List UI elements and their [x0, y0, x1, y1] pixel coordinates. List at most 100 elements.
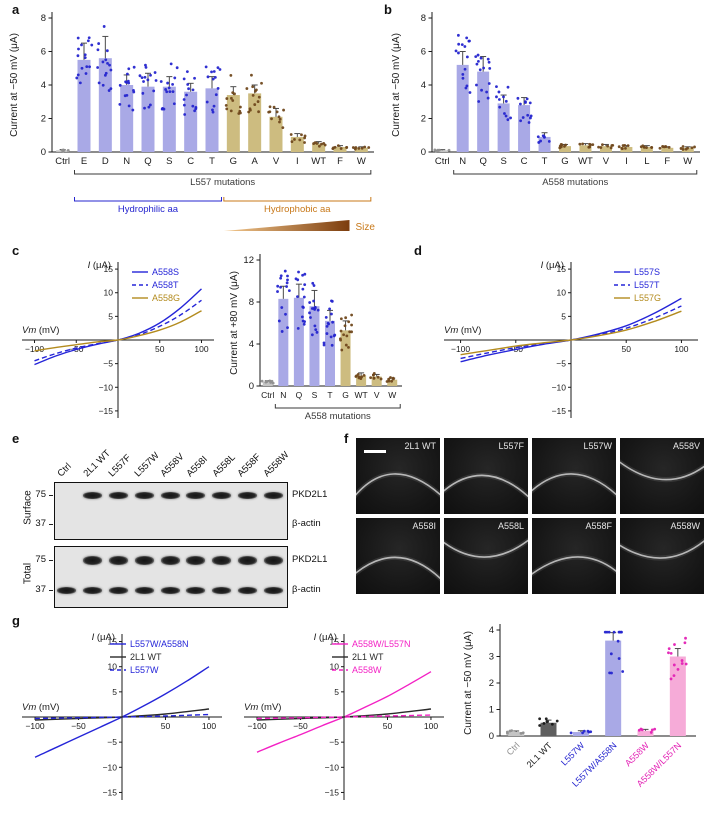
- protein-label: β-actin: [292, 584, 321, 595]
- svg-text:G: G: [230, 156, 237, 167]
- micrograph-a558l: A558L: [444, 518, 528, 594]
- svg-text:0: 0: [41, 147, 46, 158]
- x-axis-label: Vm (mV): [22, 702, 59, 713]
- mw-marker: 37: [35, 518, 46, 529]
- svg-text:T: T: [542, 156, 548, 167]
- membrane-arc: [444, 473, 528, 500]
- micrograph-a558i: A558I: [356, 518, 440, 594]
- svg-text:10: 10: [330, 662, 340, 672]
- protein-band: [263, 491, 283, 499]
- svg-text:V: V: [273, 156, 280, 167]
- micrograph-l557w: L557W: [532, 438, 616, 514]
- svg-text:Ctrl: Ctrl: [261, 390, 274, 400]
- y-axis-label: I (μA): [314, 632, 337, 643]
- bar: [340, 330, 351, 386]
- curve: [256, 708, 432, 721]
- protein-band: [186, 586, 206, 594]
- group-bracket: [74, 197, 222, 202]
- legend-label: L557W: [130, 665, 159, 675]
- protein-band: [160, 555, 180, 565]
- svg-text:V: V: [374, 390, 380, 400]
- micrograph-label: L557F: [498, 441, 524, 451]
- bar: [681, 147, 694, 152]
- protein-label: β-actin: [292, 518, 321, 529]
- svg-text:100: 100: [202, 721, 216, 731]
- svg-text:C: C: [187, 156, 194, 167]
- legend-label: A558W: [352, 665, 382, 675]
- data-points: [505, 630, 688, 735]
- svg-text:2L1 WT: 2L1 WT: [525, 740, 555, 770]
- lane-label: A558V: [158, 451, 187, 480]
- data-points: [433, 33, 696, 153]
- protein-band: [134, 555, 154, 565]
- svg-text:100: 100: [194, 344, 208, 354]
- bar: [637, 730, 654, 736]
- mw-tick: [49, 559, 53, 561]
- bar: [309, 306, 320, 386]
- curve: [34, 310, 202, 352]
- svg-text:15: 15: [557, 264, 567, 274]
- mw-tick: [49, 523, 53, 525]
- legend-label: A558S: [152, 267, 179, 277]
- bar: [497, 103, 510, 152]
- bar: [354, 147, 368, 152]
- y-axis-label: Current at −50 mV (μA): [391, 33, 402, 137]
- micrograph-label: A558F: [585, 521, 612, 531]
- svg-text:−10: −10: [325, 762, 340, 772]
- bar: [120, 85, 134, 152]
- membrane-arc: [532, 471, 616, 498]
- protein-band: [83, 555, 103, 565]
- group-bracket: [74, 170, 372, 175]
- legend-label: L557W/A558N: [130, 639, 189, 649]
- svg-text:−100: −100: [247, 721, 266, 731]
- group-bracket: [453, 170, 698, 175]
- svg-text:Ctrl: Ctrl: [55, 156, 70, 167]
- svg-text:12: 12: [243, 255, 254, 266]
- bar: [269, 116, 283, 152]
- size-wedge: [223, 220, 350, 231]
- bar: [605, 640, 622, 736]
- y-axis-label: Current at −50 mV (μA): [9, 33, 20, 137]
- panel-label-g: g: [12, 613, 20, 628]
- protein-band: [83, 491, 103, 499]
- svg-text:L: L: [644, 156, 649, 167]
- legend-label: A558G: [152, 293, 180, 303]
- x-axis-label: Vm (mV): [244, 702, 281, 713]
- svg-text:8: 8: [41, 13, 46, 24]
- bars: [56, 35, 368, 153]
- y-axis-label: I (μA): [541, 260, 564, 271]
- legend: L557W/A558N 2L1 WT L557W: [110, 639, 189, 675]
- micrograph-label: A558I: [412, 521, 436, 531]
- svg-text:I: I: [625, 156, 628, 167]
- svg-text:15: 15: [330, 637, 340, 647]
- legend-label: 2L1 WT: [352, 652, 384, 662]
- axes: 0 2 4 6 8 Current at −50 mV (μA): [391, 12, 700, 158]
- bar: [436, 150, 449, 152]
- bars: [262, 283, 398, 386]
- svg-text:−50: −50: [293, 721, 308, 731]
- svg-text:N: N: [459, 156, 466, 167]
- svg-text:Q: Q: [296, 390, 303, 400]
- blot-group-label: Total: [22, 562, 34, 585]
- svg-text:15: 15: [108, 637, 118, 647]
- svg-text:5: 5: [112, 687, 117, 697]
- svg-text:S: S: [500, 156, 506, 167]
- mw-tick: [49, 589, 53, 591]
- bar: [290, 136, 304, 152]
- lane-label: A558L: [210, 452, 238, 480]
- svg-text:4: 4: [41, 80, 46, 91]
- svg-text:L557W: L557W: [559, 740, 587, 768]
- blot-group-label: Surface: [22, 490, 34, 525]
- svg-text:F: F: [337, 156, 343, 167]
- protein-band: [160, 491, 180, 499]
- mw-tick: [49, 494, 53, 496]
- legend-label: A558T: [152, 280, 179, 290]
- lane-label: A558F: [235, 451, 264, 480]
- svg-text:A: A: [251, 156, 258, 167]
- svg-text:8: 8: [249, 297, 254, 308]
- membrane-arc: [620, 459, 704, 483]
- svg-text:4: 4: [249, 339, 254, 350]
